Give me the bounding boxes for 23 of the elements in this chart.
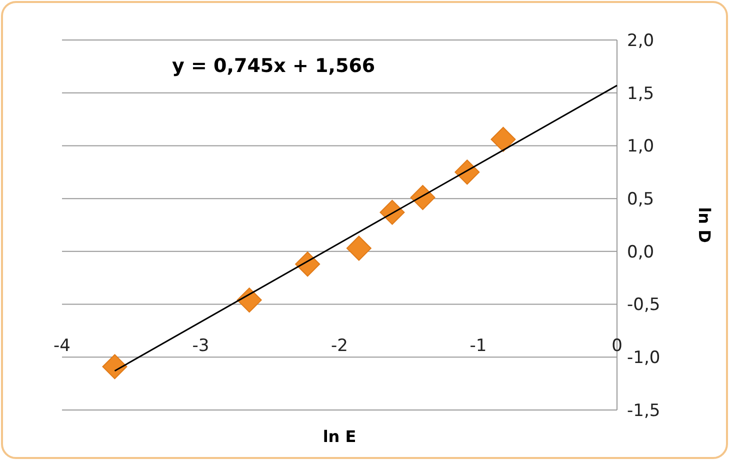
- y-tick-label: -0,5: [627, 295, 660, 316]
- point: [102, 354, 128, 380]
- x-tick-label: -2: [331, 336, 348, 356]
- y-tick-label: -1,5: [627, 400, 660, 421]
- x-tick-label: -3: [192, 336, 210, 356]
- point: [295, 252, 320, 277]
- y-tick-label: 0,0: [627, 242, 654, 262]
- point: [490, 126, 516, 152]
- y-axis-title: ln D: [695, 207, 714, 243]
- y-tick-label: -1,0: [627, 348, 660, 368]
- point: [380, 200, 405, 225]
- y-tick-label: 2,0: [627, 30, 654, 51]
- x-axis-title: ln E: [322, 427, 356, 446]
- x-tick-label: -4: [54, 336, 70, 356]
- point: [236, 288, 262, 313]
- point: [346, 236, 372, 261]
- x-tick-label: 0: [612, 336, 622, 356]
- y-tick-label: 1,0: [627, 136, 654, 157]
- annotation: y = 0,745x + 1,566: [172, 55, 376, 77]
- y-tick-label: 1,5: [627, 84, 654, 104]
- y-tick-label: 0,5: [627, 190, 654, 210]
- x-tick-label: -1: [470, 336, 487, 356]
- point: [454, 160, 480, 185]
